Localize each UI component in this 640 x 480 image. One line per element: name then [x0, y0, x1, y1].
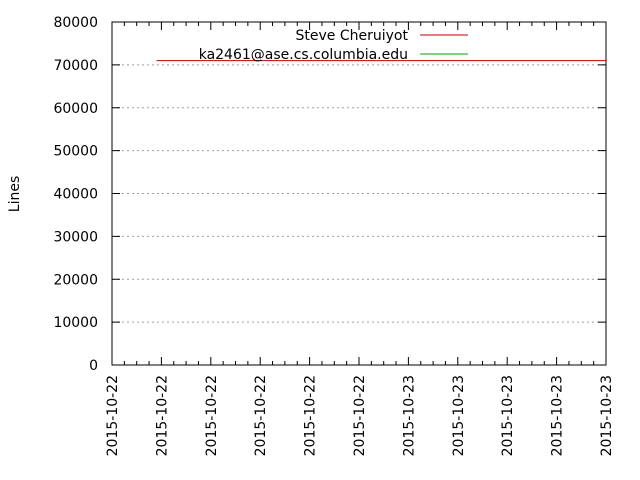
x-tick-label: 2015-10-22	[154, 375, 170, 456]
x-tick-label: 2015-10-23	[500, 375, 516, 456]
legend-label: Steve Cheruiyot	[296, 28, 409, 44]
y-tick-label: 30000	[53, 229, 98, 245]
plot-frame	[111, 21, 607, 366]
y-axis-label: Lines	[7, 176, 23, 212]
x-tick-label: 2015-10-23	[550, 375, 566, 456]
y-tick-label: 20000	[53, 272, 98, 288]
y-tick-label: 70000	[53, 58, 98, 74]
y-tick-label: 0	[89, 358, 98, 374]
x-tick-label: 2015-10-22	[352, 375, 368, 456]
y-tick-label: 80000	[53, 15, 98, 31]
y-tick-label: 40000	[53, 187, 98, 203]
x-tick-label: 2015-10-23	[599, 375, 615, 456]
y-tick-label: 10000	[53, 315, 98, 331]
x-tick-label: 2015-10-22	[204, 375, 220, 456]
x-tick-label: 2015-10-23	[401, 375, 417, 456]
x-tick-label: 2015-10-23	[451, 375, 467, 456]
grid-lines	[112, 64, 606, 323]
y-tick-label: 60000	[53, 101, 98, 117]
x-tick-labels: 2015-10-22 2015-10-22 2015-10-22 2015-10-22…	[105, 375, 615, 456]
x-tick-label: 2015-10-22	[253, 375, 269, 456]
y-tick-label: 50000	[53, 144, 98, 160]
legend-label: ka2461@ase.cs.columbia.edu	[199, 47, 408, 63]
x-tick-label: 2015-10-22	[105, 375, 121, 456]
y-tick-labels: 0 10000 20000 30000 40000 50000 60000 70000 8000…	[53, 15, 98, 374]
x-tick-label: 2015-10-22	[303, 375, 319, 456]
legend: Steve Cheruiyot ka2461@ase.cs.columbia.ed…	[199, 28, 468, 63]
